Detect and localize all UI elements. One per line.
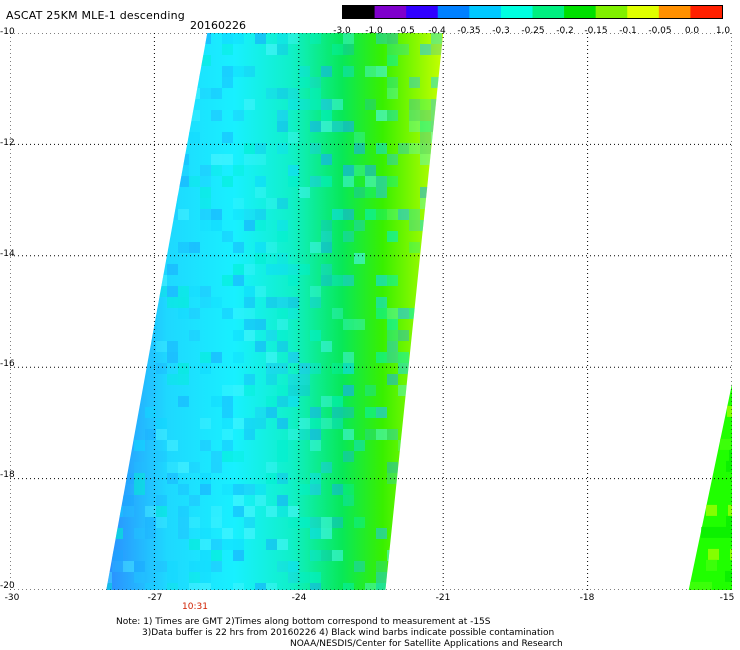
colorbar-label: -0.35 — [457, 26, 481, 36]
colorbar-label: -3.0 — [333, 26, 351, 36]
colorbar-label: -0.4 — [428, 26, 446, 36]
lat-lon-grid — [10, 33, 732, 590]
lon-label: -21 — [435, 593, 451, 603]
time-label: 10:31 — [182, 602, 208, 612]
colorbar-swatch — [374, 6, 407, 18]
lon-label: -24 — [291, 593, 307, 603]
colorbar-swatch — [469, 6, 502, 18]
colorbar-label: -0.05 — [648, 26, 672, 36]
colorbar-swatch — [564, 6, 597, 18]
colorbar-label: -1.0 — [365, 26, 383, 36]
colorbar — [342, 5, 723, 19]
lat-label: -14 — [0, 249, 15, 259]
map-title: ASCAT 25KM MLE-1 descending — [6, 9, 185, 22]
colorbar-label: -0.1 — [619, 26, 637, 36]
colorbar-swatch — [500, 6, 534, 18]
colorbar-swatch — [690, 6, 722, 18]
colorbar-swatch — [595, 6, 628, 18]
colorbar-label: -0.3 — [492, 26, 510, 36]
colorbar-label: -0.2 — [556, 26, 574, 36]
colorbar-label: -0.15 — [584, 26, 608, 36]
colorbar-labels: -3.0 -1.0 -0.5 -0.4 -0.35 -0.3 -0.25 -0.… — [329, 26, 740, 38]
lat-label: -16 — [0, 359, 15, 369]
colorbar-label: 0.0 — [684, 26, 700, 36]
colorbar-swatch — [532, 6, 565, 18]
colorbar-swatch — [437, 6, 470, 18]
colorbar-label: 1.0 — [715, 26, 731, 36]
note-line-3: NOAA/NESDIS/Center for Satellite Applica… — [290, 639, 563, 649]
scatterometer-map — [10, 33, 732, 590]
lat-label: -12 — [0, 138, 15, 148]
lon-label: -30 — [4, 593, 20, 603]
colorbar-swatch — [343, 6, 376, 18]
lon-label: -27 — [147, 593, 163, 603]
lat-label: -10 — [0, 27, 15, 37]
swath-patches — [106, 33, 444, 590]
lon-label: -15 — [719, 593, 735, 603]
colorbar-swatch — [658, 6, 692, 18]
main-swath — [106, 33, 444, 590]
map-date: 20160226 — [190, 19, 246, 32]
note-line-2: 3)Data buffer is 22 hrs from 20160226 4)… — [142, 628, 555, 638]
note-line-1: Note: 1) Times are GMT 2)Times along bot… — [116, 617, 491, 627]
lat-label: -18 — [0, 470, 15, 480]
colorbar-label: -0.5 — [397, 26, 415, 36]
east-swath — [688, 383, 732, 590]
colorbar-label: -0.25 — [521, 26, 545, 36]
east-swath-patches — [690, 405, 732, 590]
lon-label: -18 — [579, 593, 595, 603]
lat-label: -20 — [0, 581, 15, 591]
colorbar-swatch — [406, 6, 439, 18]
colorbar-swatch — [627, 6, 660, 18]
